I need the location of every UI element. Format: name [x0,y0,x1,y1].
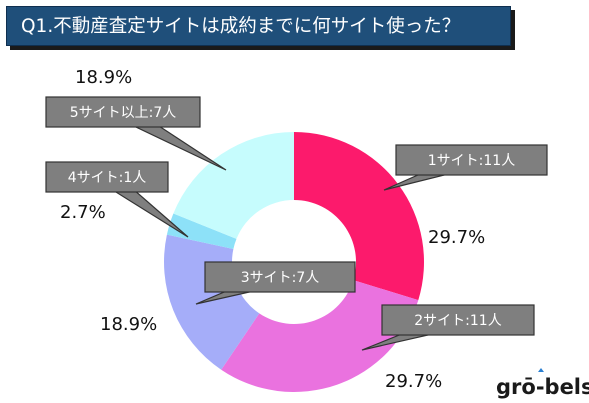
callout-box-4 [45,161,169,193]
percent-labels: 29.7% 29.7% 18.9% 2.7% 18.9% [60,67,485,392]
callout-box-1 [395,144,548,176]
slice-1 [294,132,424,301]
percent-label-5plus: 18.9% [75,67,132,88]
percent-label-4: 2.7% [60,202,106,223]
callout-label-4: 4サイト:1人 [68,170,147,186]
slice-2 [221,280,419,392]
callout-box-2 [381,304,535,336]
callout-box-5plus [45,96,201,128]
callouts: 1サイト:11人 2サイト:11人 3サイト:7人 4サイト:1人 5サイト以上:7人 [45,96,548,336]
slice-5plus [173,132,294,239]
percent-label-2: 29.7% [385,371,442,392]
logo: grō-bels [496,368,589,399]
donut-slices [164,132,424,392]
logo-arrow-icon [538,368,544,372]
callout-label-1: 1サイト:11人 [428,153,515,169]
callout-label-2: 2サイト:11人 [414,313,501,329]
chart-title: Q1.不動産査定サイトは成約までに何サイト使った？ [6,6,511,46]
callout-label-3: 3サイト:7人 [241,270,320,286]
callout-label-5plus: 5サイト以上:7人 [70,105,177,121]
slice-3 [164,234,260,370]
callout-box-3 [204,261,356,293]
logo-text: grō-bels [496,375,589,399]
slice-4 [166,213,237,249]
percent-label-3: 18.9% [100,314,157,335]
percent-label-1: 29.7% [428,227,485,248]
